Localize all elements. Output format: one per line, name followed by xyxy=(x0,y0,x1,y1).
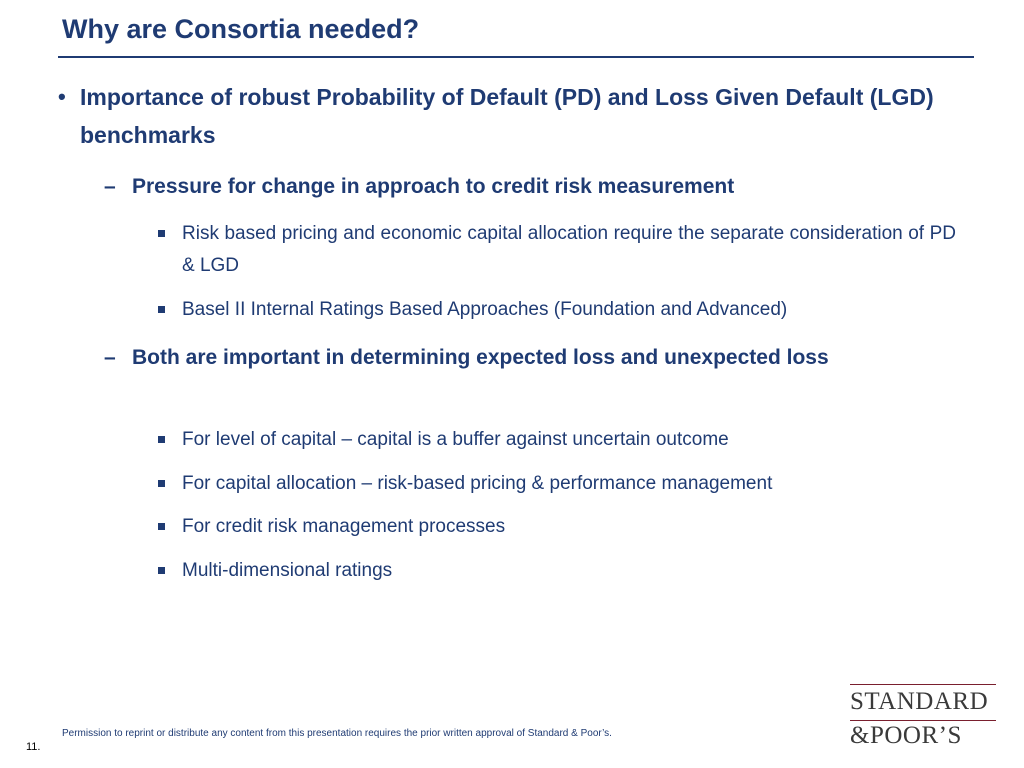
list-item: For level of capital – capital is a buff… xyxy=(156,424,956,456)
logo-line2: &POOR’S xyxy=(850,722,962,749)
bullet-mark: • xyxy=(58,84,66,109)
logo-rule-bottom xyxy=(850,720,996,721)
list-item-text: Risk based pricing and economic capital … xyxy=(182,223,956,276)
square-bullet-icon xyxy=(156,468,182,500)
standard-poors-logo: STANDARD &POOR’S xyxy=(848,684,1000,756)
list-item: For credit risk management processes xyxy=(156,511,956,543)
main-bullet-text: Importance of robust Probability of Defa… xyxy=(80,84,934,148)
sub-bullet-text: Pressure for change in approach to credi… xyxy=(132,175,735,198)
footer-permission-note: Permission to reprint or distribute any … xyxy=(62,728,612,739)
dash-mark: – xyxy=(104,175,116,198)
list-item-text: Basel II Internal Ratings Based Approach… xyxy=(182,299,788,320)
square-bullet-icon xyxy=(156,555,182,587)
title-divider xyxy=(58,56,974,58)
list-item: Basel II Internal Ratings Based Approach… xyxy=(156,294,956,326)
main-bullet: • Importance of robust Probability of De… xyxy=(58,78,958,154)
list-item-text: Multi-dimensional ratings xyxy=(182,560,393,581)
list-item-text: For credit risk management processes xyxy=(182,516,506,537)
logo-line1: STANDARD xyxy=(850,688,989,715)
list-item: Multi-dimensional ratings xyxy=(156,555,956,587)
square-bullet-icon xyxy=(156,294,182,326)
list-item: Risk based pricing and economic capital … xyxy=(156,218,956,282)
sub-bullet-importance: – Both are important in determining expe… xyxy=(104,341,958,375)
square-bullet-icon xyxy=(156,424,182,456)
list-item-text: For level of capital – capital is a buff… xyxy=(182,429,729,450)
list-item-text: For capital allocation – risk-based pric… xyxy=(182,473,773,494)
sub-bullet-text: Both are important in determining expect… xyxy=(132,346,829,369)
dash-mark: – xyxy=(104,346,116,369)
square-bullet-icon xyxy=(156,511,182,543)
square-bullet-icon xyxy=(156,218,182,250)
slide-title: Why are Consortia needed? xyxy=(62,14,420,44)
sub-bullet-pressure: – Pressure for change in approach to cre… xyxy=(104,170,958,204)
list-item: For capital allocation – risk-based pric… xyxy=(156,468,956,500)
page-number: 11. xyxy=(26,741,41,753)
logo-rule-top xyxy=(850,684,996,685)
